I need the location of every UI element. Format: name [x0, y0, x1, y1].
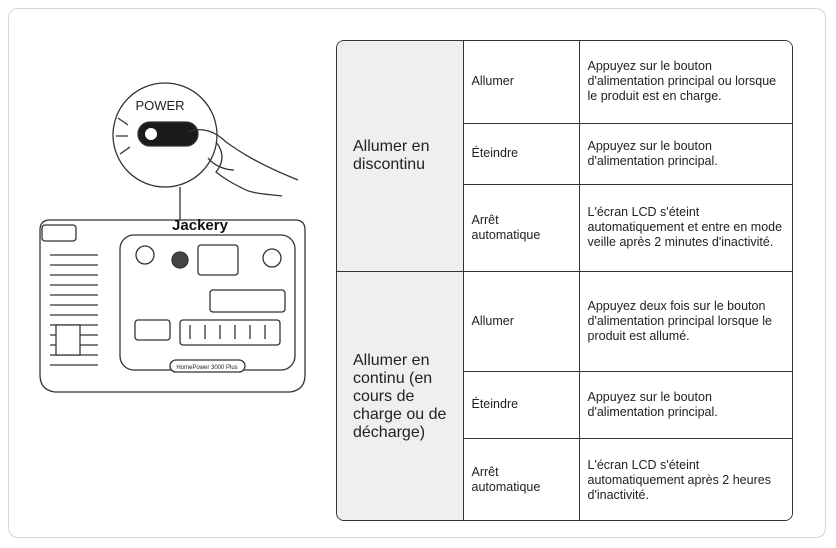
model-plate: [169, 359, 246, 373]
button-dot: [145, 128, 157, 140]
table-row: Arrêt automatique L'écran LCD s'éteint au…: [337, 437, 792, 520]
table-row: Arrêt automatique L'écran LCD s'éteint au…: [337, 183, 792, 272]
callout-label: POWER: [135, 98, 184, 113]
description: L'écran LCD s'éteint automatiquement et …: [578, 183, 792, 272]
description: Appuyez sur le bouton d'alimentation pri…: [578, 122, 792, 185]
outlet-slots: [189, 325, 266, 339]
ac-group-1: [209, 289, 286, 313]
power-table: Allumer en discontinu Allumer Appuyez sur …: [337, 41, 792, 520]
hand: [187, 128, 299, 197]
action: Arrêt automatique: [463, 183, 580, 272]
table-row: Éteindre Appuyez sur le bouton d'alimenta…: [337, 370, 792, 439]
table-body: Allumer en discontinu Allumer Appuyez sur …: [337, 41, 792, 520]
action: Allumer: [462, 270, 580, 372]
group-label-text: Allumer en discontinu: [353, 137, 430, 173]
main-power-button: [171, 251, 189, 269]
table-row: Allumer en continu (en cours de charge o…: [337, 270, 792, 520]
usb-ports: [134, 319, 171, 341]
group-label: Allumer en discontinu: [337, 41, 464, 272]
description: Appuyez deux fois sur le bouton d'alimen…: [578, 270, 792, 372]
action: Éteindre: [463, 370, 580, 439]
action: Arrêt automatique: [463, 437, 580, 520]
group-label: Allumer en continu (en cours de charge o…: [337, 270, 464, 520]
brand: Jackery: [172, 217, 229, 234]
ac-outlets: [179, 319, 281, 346]
description: L'écran LCD s'éteint automatiquement apr…: [578, 437, 792, 520]
action: Allumer: [462, 41, 580, 124]
lcd: [197, 244, 239, 276]
table-container: Allumer en discontinu Allumer Appuyez sur …: [336, 40, 793, 521]
description: Appuyez sur le bouton d'alimentation pri…: [578, 370, 792, 439]
front-panel: [119, 234, 296, 371]
dc-button: [135, 245, 155, 265]
model-label: HomePower 3000 Plus: [176, 365, 237, 371]
side-port: [55, 324, 81, 356]
handle: [41, 224, 77, 242]
table-row: Allumer en discontinu Allumer Appuyez sur …: [337, 41, 792, 272]
frame: [8, 8, 826, 538]
group-label-text: Allumer en continu (en cours de charge o…: [353, 351, 447, 441]
glow-lines: [116, 117, 131, 155]
table-row: Éteindre Appuyez sur le bouton d'alimenta…: [337, 122, 792, 185]
power-button: [137, 121, 199, 147]
device-illustration: POWER Jackery HomePower 3000 Plus: [39, 82, 306, 393]
ac-button: [262, 248, 282, 268]
description: Appuyez sur le bouton d'alimentation pri…: [578, 41, 792, 124]
action: Éteindre: [463, 122, 580, 185]
